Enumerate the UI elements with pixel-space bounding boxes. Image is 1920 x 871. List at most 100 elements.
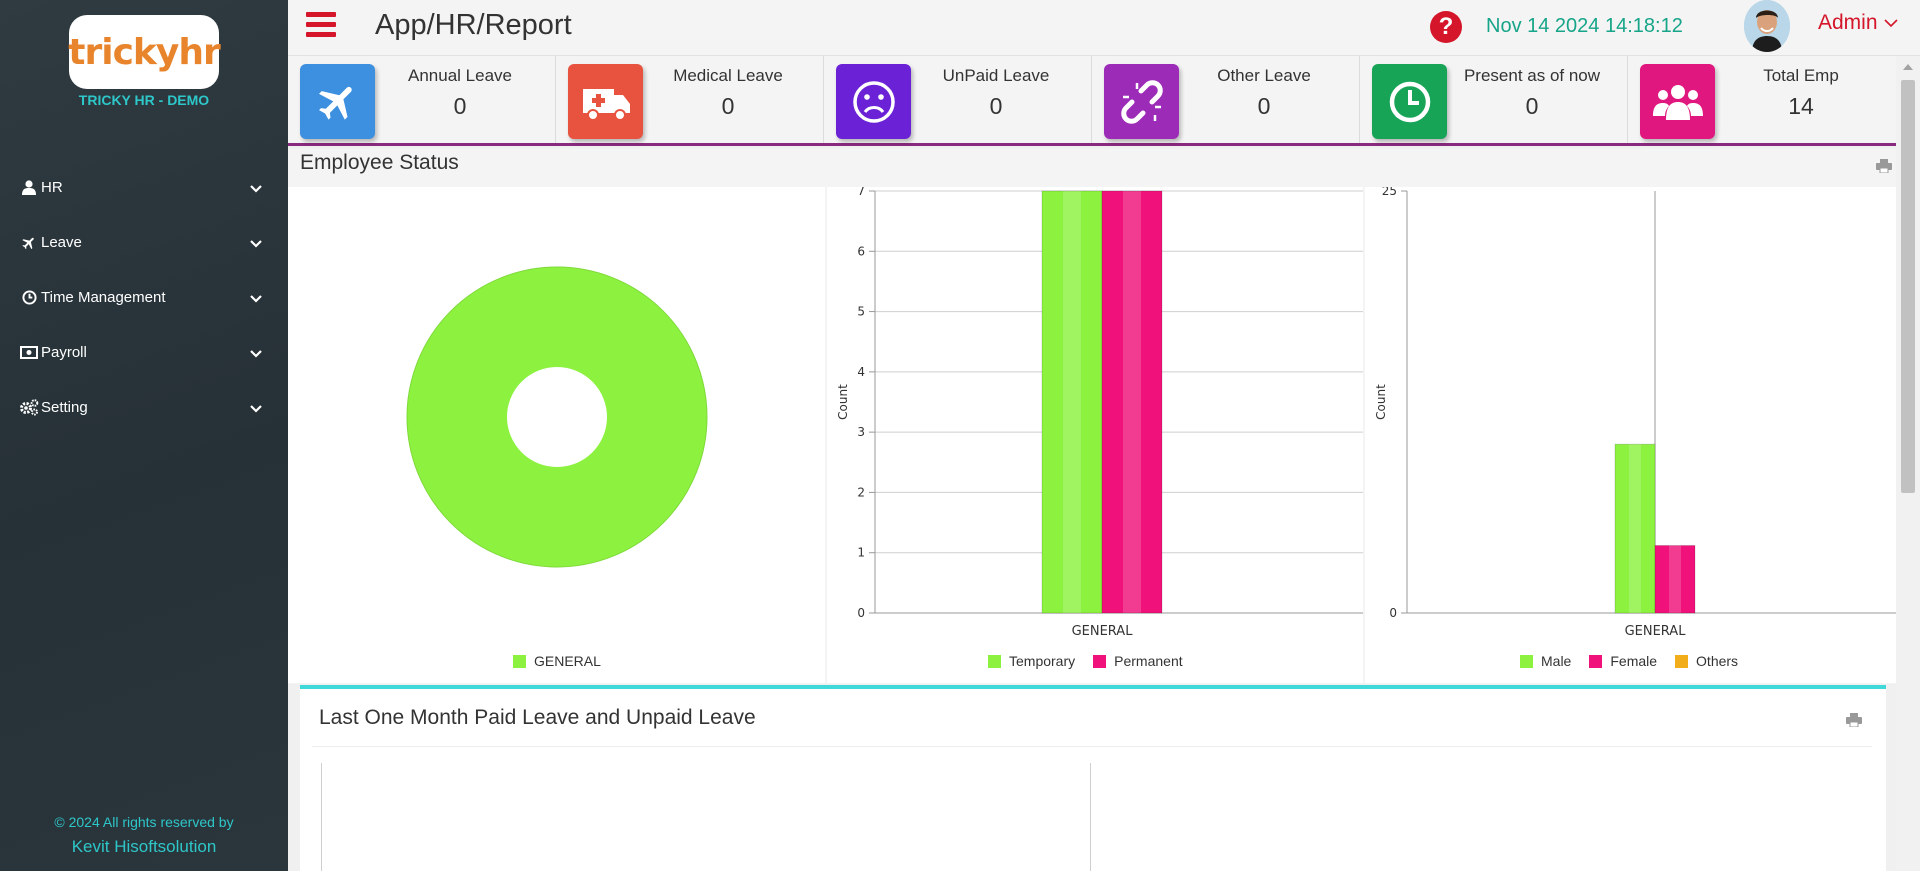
x-tick-label: GENERAL <box>1072 624 1134 639</box>
stat-medical-leave[interactable]: Medical Leave 0 <box>556 56 824 143</box>
broken-link-icon <box>1104 64 1179 139</box>
employee-status-panel: Employee Status GENERAL 0 1 2 3 4 5 6 7 Count GEN… <box>288 149 1896 684</box>
gender-bar-chart: 0 25 Count GENERAL <box>1374 184 1896 639</box>
stat-total-emp[interactable]: Total Emp 14 <box>1628 56 1896 143</box>
y-tick-label: 5 <box>857 305 865 319</box>
stat-value: 0 <box>453 93 467 119</box>
sidebar-item-payroll[interactable]: Payroll <box>0 325 288 380</box>
legend-swatch <box>513 654 526 668</box>
y-tick-label: 0 <box>1389 606 1397 620</box>
legend-item[interactable]: GENERAL <box>513 653 601 669</box>
print-icon[interactable] <box>1876 159 1892 173</box>
y-tick-label: 25 <box>1382 187 1397 198</box>
stat-label: Other Leave <box>1217 66 1311 85</box>
clock-icon <box>1372 64 1447 139</box>
legend-item[interactable]: Others <box>1675 653 1738 669</box>
sidebar-item-label: Time Management <box>41 289 166 306</box>
sidebar-item-leave[interactable]: Leave <box>0 215 288 270</box>
users-icon <box>1640 64 1715 139</box>
legend-label: Female <box>1610 653 1658 669</box>
bar <box>1615 444 1655 613</box>
stat-annual-leave[interactable]: Annual Leave 0 <box>288 56 556 143</box>
frown-icon <box>836 64 911 139</box>
page-title: App/HR/Report <box>375 9 572 41</box>
plane-icon <box>19 234 39 252</box>
chevron-down-icon <box>1883 19 1898 28</box>
chevron-down-icon <box>250 404 262 413</box>
stat-unpaid-leave[interactable]: UnPaid Leave 0 <box>824 56 1092 143</box>
legend-item[interactable]: Male <box>1520 653 1571 669</box>
y-axis-label: Count <box>1374 384 1388 420</box>
sidebar-item-time-management[interactable]: Time Management <box>0 270 288 325</box>
chart-card-gender: 0 25 Count GENERAL Male Female Others <box>1365 184 1896 683</box>
bar <box>1102 191 1162 613</box>
chart-card-employment-type: 0 1 2 3 4 5 6 7 Count GENERAL Temporary Permanent <box>827 184 1363 683</box>
panel-title: Employee Status <box>300 151 459 174</box>
scrollbar-thumb[interactable] <box>1901 80 1915 493</box>
brand-tagline: TRICKY HR - DEMO <box>78 92 210 108</box>
legend-item[interactable]: Permanent <box>1093 653 1183 669</box>
footer-org-link[interactable]: Kevit Hisoftsolution <box>71 837 217 856</box>
donut-chart <box>406 266 708 568</box>
legend-label: Male <box>1541 653 1572 669</box>
x-tick-label: GENERAL <box>1625 624 1687 639</box>
scroll-up-arrow[interactable] <box>1903 64 1913 70</box>
y-tick-label: 4 <box>857 365 865 379</box>
legend-swatch <box>1093 654 1107 668</box>
y-tick-label: 6 <box>857 244 865 258</box>
stat-label: Present as of now <box>1463 66 1601 85</box>
employment-type-bar-chart: 0 1 2 3 4 5 6 7 Count GENERAL <box>836 184 1363 639</box>
sidebar-nav: HR Leave Time Management Payroll <box>0 160 288 435</box>
user-menu[interactable]: Admin <box>1818 11 1898 35</box>
stat-other-leave[interactable]: Other Leave 0 <box>1092 56 1360 143</box>
stat-value: 0 <box>1257 93 1271 119</box>
bar-highlight <box>1123 191 1141 613</box>
logo-text: trickyhr <box>68 31 220 73</box>
chevron-down-icon <box>250 349 262 358</box>
donut-outline <box>406 266 708 568</box>
leave-summary-panel: Last One Month Paid Leave and Unpaid Lea… <box>300 685 1886 871</box>
y-tick-label: 3 <box>857 425 865 439</box>
bar <box>1655 545 1695 613</box>
chevron-down-icon <box>250 184 262 193</box>
legend-label: GENERAL <box>534 653 601 669</box>
y-axis-label: Count <box>836 384 850 420</box>
footer-copyright: © 2024 All rights reserved by <box>54 814 234 830</box>
chevron-down-icon <box>250 294 262 303</box>
bar-highlight <box>1669 545 1681 613</box>
legend-item[interactable]: Temporary <box>988 653 1075 669</box>
stat-value: 0 <box>721 93 735 119</box>
chart-axis-line <box>1090 763 1091 871</box>
page-scrollbar[interactable] <box>1896 56 1920 871</box>
plane-icon <box>300 64 375 139</box>
stat-label: Total Emp <box>1763 66 1839 85</box>
chart-card-department: GENERAL <box>288 187 825 683</box>
print-icon[interactable] <box>1846 713 1862 727</box>
legend-label: Permanent <box>1114 653 1183 669</box>
menu-toggle-icon[interactable] <box>306 12 336 38</box>
legend-label: Temporary <box>1009 653 1076 669</box>
y-tick-label: 7 <box>857 187 865 198</box>
chevron-down-icon <box>250 239 262 248</box>
logo[interactable]: trickyhr <box>68 15 221 89</box>
stat-label: UnPaid Leave <box>942 66 1050 85</box>
sidebar-item-label: Setting <box>41 399 88 416</box>
legend-item[interactable]: Female <box>1589 653 1657 669</box>
stat-present-now[interactable]: Present as of now 0 <box>1360 56 1628 143</box>
sidebar-item-label: Payroll <box>41 344 87 361</box>
stat-label: Medical Leave <box>673 66 783 85</box>
bar-outline <box>1614 443 1656 614</box>
clock-icon <box>19 289 39 307</box>
user-name: Admin <box>1818 11 1878 34</box>
legend-label: Others <box>1696 653 1739 669</box>
legend-swatch <box>1520 654 1533 668</box>
sidebar-item-label: Leave <box>41 234 82 251</box>
y-tick-label: 0 <box>857 606 865 620</box>
sidebar-item-hr[interactable]: HR <box>0 160 288 215</box>
sidebar-item-setting[interactable]: Setting <box>0 380 288 435</box>
chart-legend: Male Female Others <box>1520 653 1756 669</box>
bar-outline <box>1101 190 1163 614</box>
y-tick-label: 1 <box>857 546 865 560</box>
help-icon[interactable]: ? <box>1430 11 1462 43</box>
avatar[interactable] <box>1744 0 1790 52</box>
